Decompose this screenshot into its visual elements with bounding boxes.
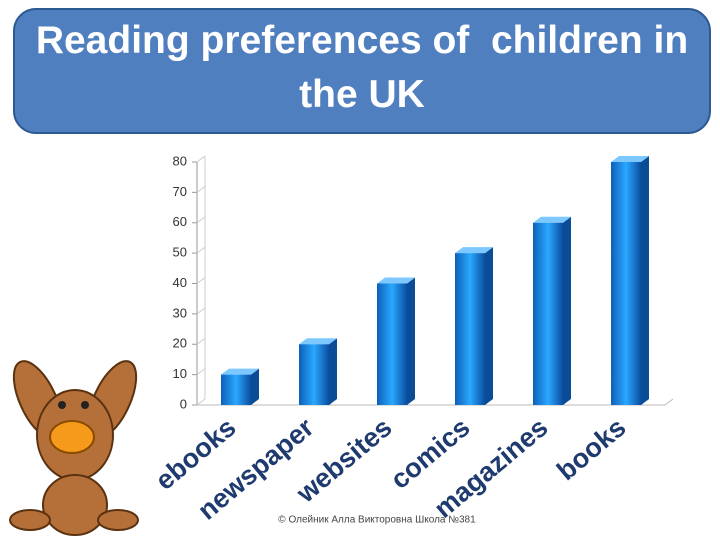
- grid-line: [196, 307, 206, 315]
- chart-title: Reading preferences of children in the U…: [35, 19, 689, 116]
- footer: © Олейник Алла Викторовна Школа №381: [278, 515, 476, 526]
- bar: [377, 277, 415, 405]
- bar-side: [563, 216, 571, 405]
- bar-front: [533, 222, 563, 405]
- bar-top: [611, 156, 649, 162]
- bar-side: [485, 247, 493, 405]
- bar-side: [641, 156, 649, 405]
- y-tick-label: 80: [173, 153, 187, 168]
- grid-line: [196, 277, 206, 284]
- y-tick-label: 60: [173, 214, 187, 229]
- bar-side: [251, 368, 259, 405]
- bar-top: [221, 368, 259, 375]
- bar-front: [377, 283, 407, 405]
- bar-side: [329, 338, 337, 405]
- bar-front: [221, 374, 251, 405]
- y-tick-label: 30: [173, 305, 187, 320]
- grid-line: [196, 185, 206, 193]
- bar-top: [377, 277, 415, 284]
- y-tick-label: 70: [173, 184, 187, 199]
- y-tick-label: 0: [180, 396, 187, 411]
- y-tick-label: 20: [173, 336, 187, 351]
- grid-line: [196, 216, 206, 224]
- bar: [611, 156, 649, 405]
- grid-line: [196, 398, 206, 406]
- grid-line: [196, 337, 206, 345]
- y-tick-label: 50: [173, 245, 187, 260]
- bar: [533, 216, 571, 405]
- title-box: [13, 8, 711, 134]
- bar: [221, 368, 259, 405]
- bar-top: [299, 338, 337, 345]
- bar-side: [407, 277, 415, 405]
- bar-front: [299, 344, 329, 405]
- grid-line: [196, 246, 206, 254]
- bar: [455, 247, 493, 405]
- bar-top: [533, 216, 571, 223]
- plot: 01020304050607080ebooksnewspaperwebsites…: [150, 153, 674, 526]
- title-holder: Reading preferences of children in the U…: [35, 19, 689, 116]
- y-tick-label: 40: [173, 275, 187, 290]
- y-tick-label: 10: [173, 366, 187, 381]
- bunny: [9, 360, 139, 536]
- bar: [299, 338, 337, 405]
- grid-line: [196, 155, 206, 163]
- bar-front: [455, 253, 485, 405]
- floor: [197, 398, 674, 406]
- bar-front: [611, 162, 641, 405]
- grid-line: [196, 368, 206, 376]
- x-tick-label: books: [551, 412, 631, 486]
- bar-top: [455, 247, 493, 254]
